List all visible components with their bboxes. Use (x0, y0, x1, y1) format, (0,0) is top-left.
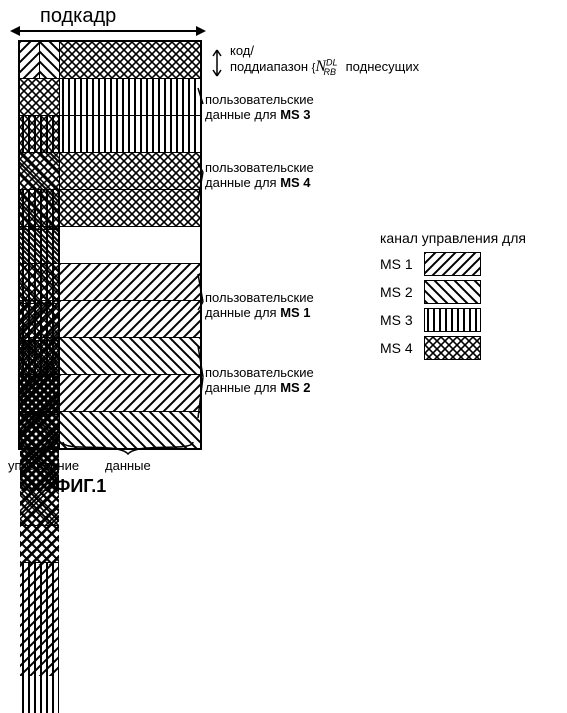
user-data-label: пользовательскиеданные для MS 2 (205, 365, 314, 395)
grid-row (20, 190, 200, 227)
grid-row (20, 79, 200, 116)
grid-cell (20, 301, 60, 337)
grid-row (20, 153, 200, 190)
grid-row (20, 264, 200, 301)
legend-swatch (424, 280, 481, 304)
resource-grid (18, 40, 202, 450)
grid-cell (60, 301, 200, 337)
grid-row (20, 116, 200, 153)
figure-label: ФИГ.1 (55, 476, 106, 497)
grid-cell (20, 190, 60, 226)
legend-label: MS 4 (380, 340, 424, 356)
grid-cell (60, 153, 200, 189)
legend-item: MS 4 (380, 336, 526, 360)
grid-cell (60, 116, 200, 152)
grid-cell (60, 79, 200, 115)
ctrl-column-label: управление (8, 458, 79, 473)
grid-cell (20, 79, 60, 115)
subframe-label: подкадр (40, 5, 116, 28)
grid-cell (60, 227, 200, 263)
legend-title: канал управления для (380, 230, 526, 246)
grid-cell (20, 264, 60, 300)
subframe-width-arrow (18, 30, 198, 32)
legend-swatch (424, 252, 481, 276)
bottom-braces (18, 440, 198, 460)
grid-cell (20, 153, 60, 189)
legend-item: MS 2 (380, 280, 526, 304)
legend-label: MS 2 (380, 284, 424, 300)
grid-row (20, 375, 200, 412)
legend-item: MS 3 (380, 308, 526, 332)
grid-cell (60, 42, 200, 78)
user-data-label: пользовательскиеданные для MS 3 (205, 92, 314, 122)
legend-swatch (424, 336, 481, 360)
legend-label: MS 3 (380, 312, 424, 328)
legend-label: MS 1 (380, 256, 424, 272)
subcarrier-arrow (210, 48, 224, 83)
subcarrier-label: код/ поддиапазон {NDLRB поднесущих (230, 44, 419, 78)
grid-cell (20, 227, 60, 263)
grid-row (20, 301, 200, 338)
legend: канал управления для MS 1 MS 2 MS 3 MS 4 (380, 230, 526, 364)
grid-row (20, 338, 200, 375)
grid-cell (60, 190, 200, 226)
grid-row (20, 227, 200, 264)
grid-row (20, 42, 200, 79)
user-data-label: пользовательскиеданные для MS 4 (205, 160, 314, 190)
grid-cell (20, 116, 60, 152)
data-column-label: данные (105, 458, 151, 473)
user-data-label: пользовательскиеданные для MS 1 (205, 290, 314, 320)
legend-swatch (424, 308, 481, 332)
grid-cell (20, 338, 60, 374)
legend-item: MS 1 (380, 252, 526, 276)
grid-cell (60, 264, 200, 300)
grid-cell (60, 338, 200, 374)
grid-cell (20, 375, 60, 411)
grid-cell (20, 42, 60, 78)
grid-cell (60, 375, 200, 411)
